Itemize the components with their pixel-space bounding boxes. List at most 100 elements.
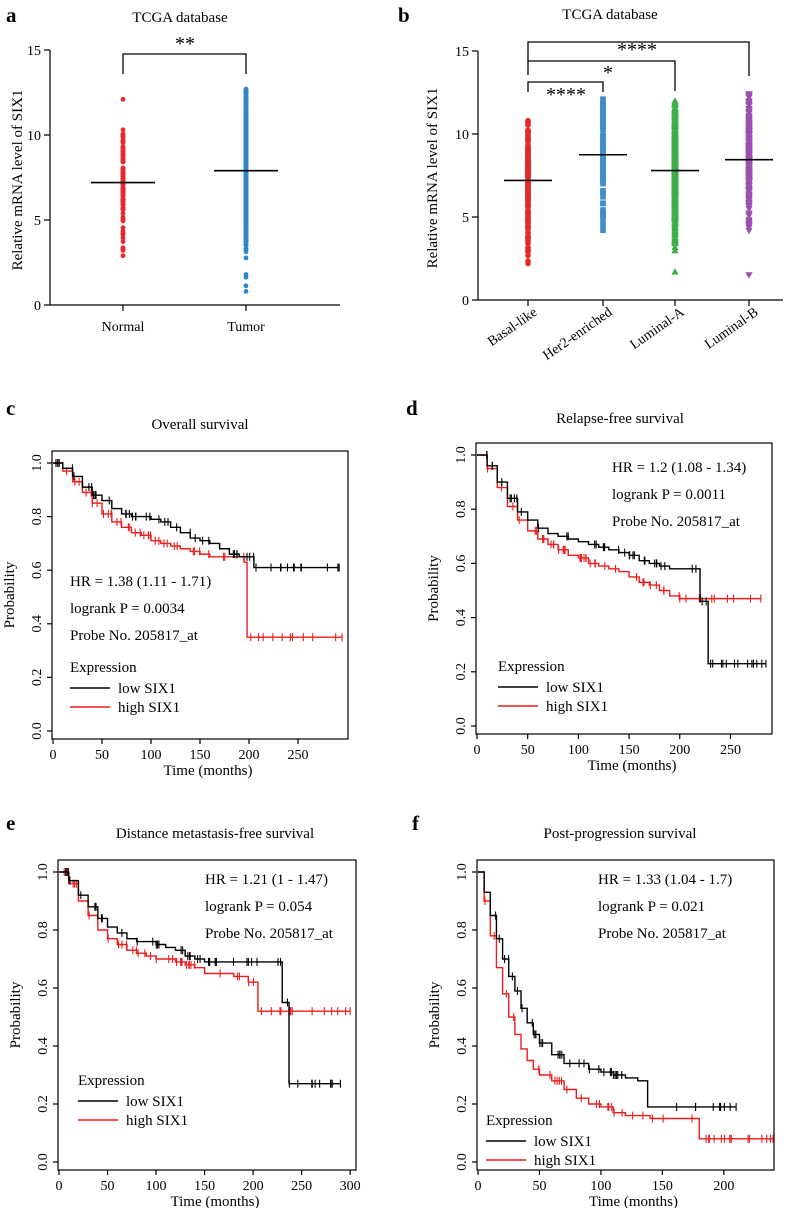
data-point bbox=[243, 221, 249, 227]
panel-e-ytick: 0.4 bbox=[36, 1037, 51, 1055]
panel-f-xtick: 100 bbox=[590, 1179, 611, 1194]
panel-b-ytick: 15 bbox=[455, 45, 469, 60]
panel-e-title: Distance metastasis-free survival bbox=[116, 826, 314, 842]
data-point bbox=[600, 216, 606, 223]
data-point bbox=[120, 169, 126, 175]
panel-e-ytick: 0.8 bbox=[36, 921, 51, 939]
panel-label-b: b bbox=[398, 3, 410, 27]
panel-f-xtick: 50 bbox=[532, 1179, 546, 1194]
data-point bbox=[525, 138, 531, 145]
panel-c-plot bbox=[47, 450, 349, 744]
panel-e-xtick: 300 bbox=[340, 1179, 361, 1194]
significance-bracket bbox=[527, 41, 750, 76]
panel-d-xlabel: Time (months) bbox=[587, 758, 676, 774]
panel-e-xtick: 200 bbox=[243, 1179, 264, 1194]
panel-a-yticks: 0 5 10 15 bbox=[27, 44, 41, 314]
data-point bbox=[600, 211, 606, 218]
data-point bbox=[243, 145, 249, 150]
panel-label-d: d bbox=[406, 396, 418, 420]
panel-f: f Post-progression survival Probability … bbox=[412, 811, 775, 1208]
data-point bbox=[745, 136, 753, 143]
data-point bbox=[600, 221, 606, 228]
data-point bbox=[120, 153, 126, 159]
data-point bbox=[525, 191, 531, 197]
panel-a-ytick: 15 bbox=[27, 44, 41, 59]
panel-e-plot bbox=[53, 859, 357, 1175]
panel-c-xtick: 100 bbox=[141, 748, 162, 763]
panel-f-title: Post-progression survival bbox=[544, 826, 697, 842]
data-point bbox=[243, 229, 249, 235]
data-point bbox=[525, 160, 531, 166]
data-point bbox=[243, 128, 249, 134]
panel-f-legend-high: high SIX1 bbox=[534, 1153, 596, 1169]
panel-d-ylabel: Probability bbox=[426, 555, 442, 622]
data-point bbox=[243, 191, 249, 196]
panel-e-ytick: 1.0 bbox=[36, 863, 51, 881]
panel-f-xtick: 0 bbox=[475, 1179, 482, 1194]
data-point bbox=[120, 253, 126, 259]
data-point bbox=[745, 148, 753, 155]
plot-frame bbox=[57, 859, 357, 1171]
data-point bbox=[243, 178, 249, 184]
data-point bbox=[745, 102, 753, 109]
data-point bbox=[671, 121, 679, 128]
data-point bbox=[600, 187, 606, 194]
data-point bbox=[120, 218, 126, 224]
data-point bbox=[745, 191, 753, 198]
data-point bbox=[120, 239, 126, 245]
panel-a-category-label: Normal bbox=[102, 320, 145, 335]
data-point bbox=[120, 139, 126, 145]
data-point bbox=[745, 223, 753, 230]
data-point bbox=[600, 227, 606, 234]
data-point bbox=[243, 155, 249, 161]
data-point bbox=[745, 163, 753, 171]
panel-c-xlabel: Time (months) bbox=[163, 763, 252, 779]
panel-e-ytick: 0.0 bbox=[36, 1153, 51, 1171]
data-point bbox=[243, 104, 249, 110]
data-point bbox=[671, 234, 679, 242]
panel-c-title: Overall survival bbox=[151, 417, 248, 433]
plot-frame bbox=[475, 442, 773, 735]
panel-e-xlabel: Time (months) bbox=[170, 1194, 259, 1208]
data-point bbox=[525, 196, 531, 203]
data-point bbox=[525, 167, 531, 173]
data-point bbox=[600, 180, 606, 187]
panel-c-xtick: 50 bbox=[95, 748, 109, 763]
panel-f-ytick: 0.8 bbox=[455, 921, 470, 939]
data-point bbox=[120, 173, 126, 178]
data-point bbox=[243, 246, 249, 251]
data-point bbox=[243, 171, 249, 177]
panel-e-xtick: 250 bbox=[291, 1179, 312, 1194]
data-point bbox=[671, 192, 679, 199]
panel-a-ytick: 5 bbox=[34, 214, 41, 229]
panel-label-c: c bbox=[6, 396, 15, 420]
panel-d-xtick: 100 bbox=[568, 743, 589, 758]
data-point bbox=[243, 194, 249, 200]
data-point bbox=[600, 123, 606, 129]
significance-bracket bbox=[122, 53, 247, 74]
data-point bbox=[120, 127, 126, 133]
survival-curve-high bbox=[478, 871, 773, 1140]
data-point bbox=[671, 138, 679, 145]
panel-a-significance: ** bbox=[175, 33, 195, 55]
panel-b-plot bbox=[472, 41, 783, 306]
data-point bbox=[120, 146, 126, 151]
panel-d-xtick: 250 bbox=[720, 743, 741, 758]
data-point bbox=[120, 211, 126, 216]
panel-d: d Relapse-free survival Probability Time… bbox=[406, 396, 773, 774]
panel-b-ytick: 10 bbox=[455, 128, 469, 143]
panel-f-xlabel: Time (months) bbox=[589, 1194, 678, 1208]
data-point bbox=[525, 249, 531, 255]
panel-e-xtick: 0 bbox=[56, 1179, 63, 1194]
data-point bbox=[243, 204, 249, 210]
data-point bbox=[243, 216, 249, 222]
panel-c-xtick: 150 bbox=[190, 748, 211, 763]
data-point bbox=[745, 92, 753, 100]
plot-frame bbox=[476, 859, 775, 1171]
data-point bbox=[745, 173, 753, 181]
panel-f-ytick: 1.0 bbox=[455, 863, 470, 881]
panel-d-ytick: 0.0 bbox=[454, 717, 469, 735]
data-point bbox=[243, 236, 249, 242]
data-point bbox=[671, 151, 679, 158]
panel-b-category-label: Basal-like bbox=[485, 305, 540, 350]
